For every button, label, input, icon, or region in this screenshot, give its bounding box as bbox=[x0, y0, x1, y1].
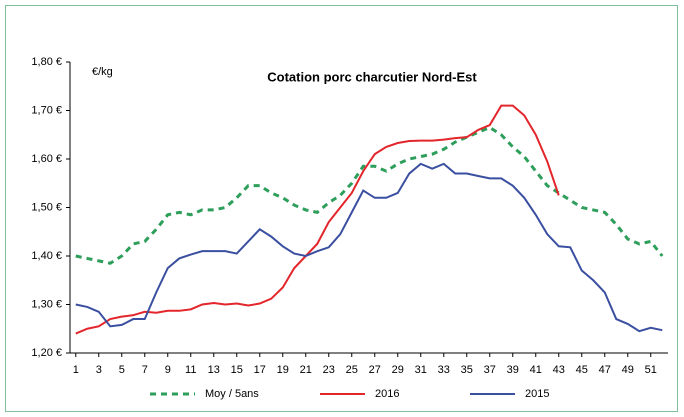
x-tick-label: 3 bbox=[96, 364, 102, 376]
legend-label: 2015 bbox=[525, 388, 549, 400]
y-unit-label: €/kg bbox=[92, 66, 113, 78]
chart-title: Cotation porc charcutier Nord-Est bbox=[267, 69, 477, 84]
legend-label: Moy / 5ans bbox=[205, 388, 259, 400]
x-tick-label: 51 bbox=[645, 364, 657, 376]
x-tick-label: 7 bbox=[142, 364, 148, 376]
x-tick-label: 17 bbox=[254, 364, 266, 376]
y-tick-label: 1,30 € bbox=[31, 298, 62, 310]
y-tick-label: 1,70 € bbox=[31, 104, 62, 116]
x-tick-label: 37 bbox=[484, 364, 496, 376]
y-tick-label: 1,20 € bbox=[31, 347, 62, 359]
x-tick-label: 9 bbox=[165, 364, 171, 376]
chart-frame bbox=[5, 5, 678, 412]
x-tick-label: 31 bbox=[415, 364, 427, 376]
x-tick-label: 33 bbox=[438, 364, 450, 376]
x-tick-label: 11 bbox=[185, 364, 196, 376]
x-tick-label: 35 bbox=[461, 364, 473, 376]
x-tick-label: 39 bbox=[507, 364, 519, 376]
y-tick-label: 1,60 € bbox=[31, 153, 62, 165]
y-tick-label: 1,50 € bbox=[31, 201, 62, 213]
x-tick-label: 29 bbox=[392, 364, 404, 376]
x-tick-label: 1 bbox=[73, 364, 79, 376]
x-tick-label: 13 bbox=[208, 364, 220, 376]
x-tick-label: 15 bbox=[231, 364, 243, 376]
x-tick-label: 47 bbox=[599, 364, 611, 376]
x-tick-label: 5 bbox=[119, 364, 125, 376]
y-tick-label: 1,80 € bbox=[31, 56, 62, 68]
legend-label: 2016 bbox=[375, 388, 399, 400]
x-tick-label: 43 bbox=[553, 364, 565, 376]
y-tick-label: 1,40 € bbox=[31, 250, 62, 262]
x-tick-label: 19 bbox=[277, 364, 289, 376]
x-tick-label: 45 bbox=[576, 364, 588, 376]
series-line bbox=[75, 162, 663, 333]
x-tick-label: 27 bbox=[369, 364, 381, 376]
series-line bbox=[75, 125, 664, 265]
x-tick-label: 21 bbox=[300, 364, 312, 376]
x-tick-label: 23 bbox=[323, 364, 335, 376]
x-tick-label: 41 bbox=[530, 364, 542, 376]
x-tick-label: 25 bbox=[346, 364, 358, 376]
x-tick-label: 49 bbox=[622, 364, 634, 376]
series-line bbox=[75, 104, 560, 335]
